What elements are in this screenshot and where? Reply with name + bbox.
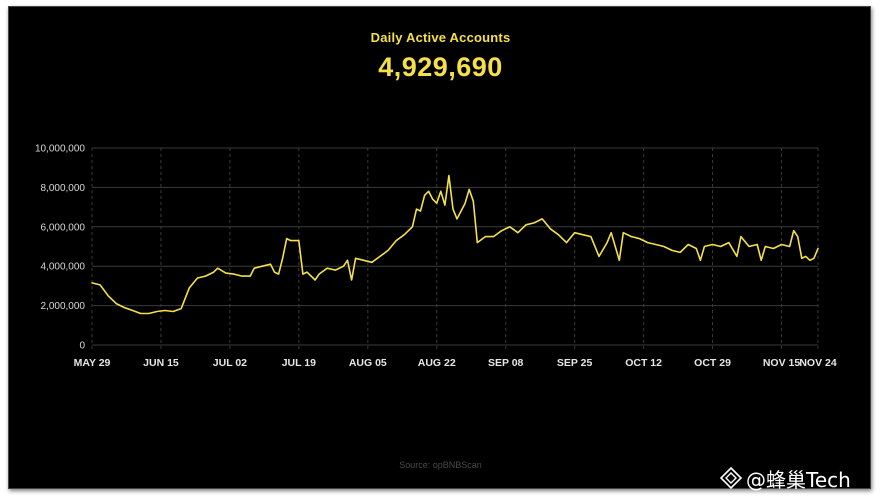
x-tick-label: OCT 29 — [694, 357, 731, 369]
y-tick-label: 4,000,000 — [41, 262, 86, 273]
x-tick-label: JUL 02 — [213, 357, 247, 369]
headline-value: 4,929,690 — [378, 52, 503, 82]
x-axis-ticks: MAY 29 JUN 15 JUL 02 JUL 19 AUG 05 AUG 22 SEP … — [74, 357, 837, 369]
source-note: Source: opBNBScan — [399, 460, 482, 470]
x-gridlines — [91, 148, 819, 349]
chart-title: Daily Active Accounts — [370, 30, 511, 45]
x-tick-label: AUG 22 — [418, 357, 456, 369]
x-tick-label: SEP 25 — [557, 357, 593, 369]
watermark: @蜂巢Tech — [720, 463, 880, 493]
chart-panel — [8, 6, 871, 489]
series-group — [91, 174, 819, 315]
y-tick-label: 6,000,000 — [41, 222, 86, 233]
x-tick-label: JUN 15 — [143, 357, 179, 369]
x-tick-label: OCT 12 — [625, 357, 662, 369]
y-gridlines — [92, 147, 818, 346]
y-tick-label: 8,000,000 — [41, 183, 86, 194]
y-tick-label: 0 — [79, 341, 85, 352]
y-axis-ticks: 10,000,000 8,000,000 6,000,000 4,000,000 2,0… — [35, 144, 86, 352]
watermark-text: @蜂巢Tech — [746, 467, 851, 492]
series-line — [91, 174, 819, 315]
y-tick-label: 2,000,000 — [41, 301, 86, 312]
x-tick-label: JUL 19 — [282, 357, 316, 369]
y-tick-label: 10,000,000 — [35, 144, 85, 155]
x-tick-label: NOV 15 — [763, 357, 801, 369]
hive-logo-icon — [720, 467, 742, 489]
x-tick-label: SEP 08 — [488, 357, 524, 369]
x-tick-label: NOV 24 — [799, 357, 837, 369]
x-tick-label: MAY 29 — [74, 357, 111, 369]
x-tick-label: AUG 05 — [349, 357, 387, 369]
